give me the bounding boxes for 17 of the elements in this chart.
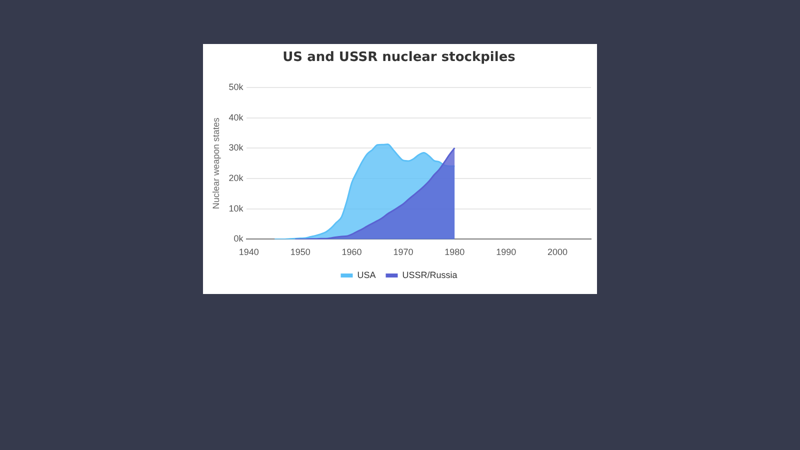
y-tick-label: 40k — [228, 112, 244, 122]
y-tick-label: 50k — [228, 82, 244, 92]
x-tick-label: 1950 — [290, 247, 310, 258]
chart-title: US and USSR nuclear stockpiles — [282, 50, 516, 66]
x-tick-label: 1940 — [238, 247, 259, 258]
y-axis-title: Nuclear weapon states — [210, 117, 221, 210]
x-tick-label: 2000 — [548, 247, 568, 258]
x-tick-label: 1980 — [444, 247, 465, 258]
x-tick-label: 1960 — [342, 247, 362, 258]
x-tick-label: 1970 — [393, 247, 414, 258]
y-tick-label: 20k — [228, 173, 244, 184]
x-tick-label: 1990 — [496, 247, 516, 258]
legend-label: USA — [357, 270, 376, 280]
y-tick-label: 10k — [228, 203, 244, 214]
y-tick-label: 0k — [234, 234, 244, 244]
legend-label: USSR/Russia — [402, 270, 458, 280]
y-tick-label: 30k — [228, 142, 244, 153]
